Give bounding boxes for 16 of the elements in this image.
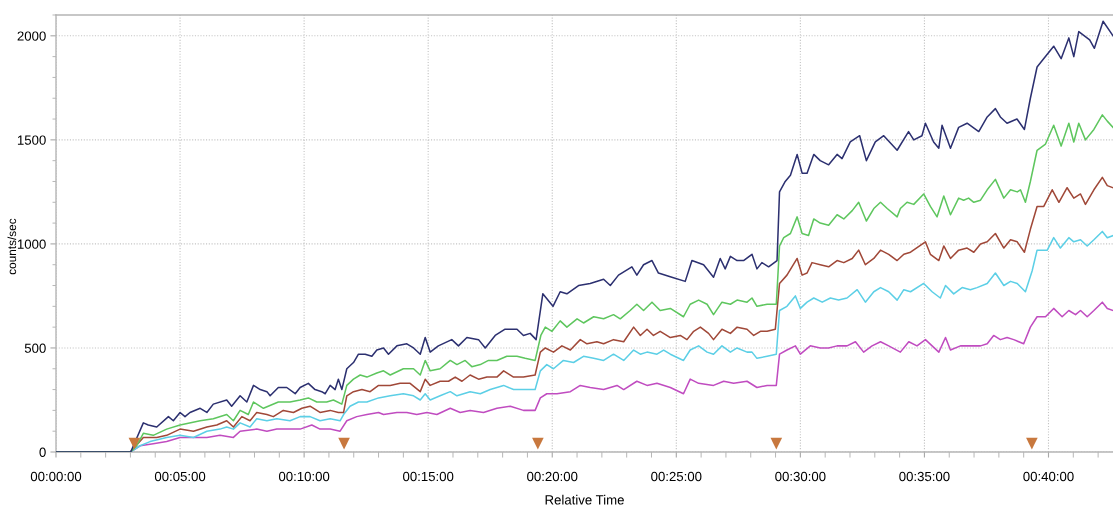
- y-tick-label: 500: [24, 343, 46, 353]
- x-tick-label: 00:10:00: [278, 471, 330, 482]
- x-tick-label: 00:30:00: [775, 471, 826, 482]
- y-tick-label: 1000: [17, 239, 46, 249]
- y-tick-label: 2000: [17, 31, 46, 41]
- y-tick-label: 0: [39, 447, 46, 457]
- y-axis-title: counts/sec: [7, 218, 17, 275]
- x-tick-label: 00:20:00: [527, 471, 578, 482]
- x-tick-label: 00:00:00: [30, 471, 82, 482]
- x-tick-label: 00:05:00: [154, 471, 206, 482]
- x-tick-label: 00:40:00: [1023, 471, 1074, 482]
- x-axis-title: Relative Time: [545, 494, 624, 505]
- x-tick-label: 00:25:00: [651, 471, 702, 482]
- x-tick-label: 00:35:00: [899, 471, 950, 482]
- x-tick-label: 00:15:00: [403, 471, 454, 482]
- y-tick-label: 1500: [17, 135, 46, 145]
